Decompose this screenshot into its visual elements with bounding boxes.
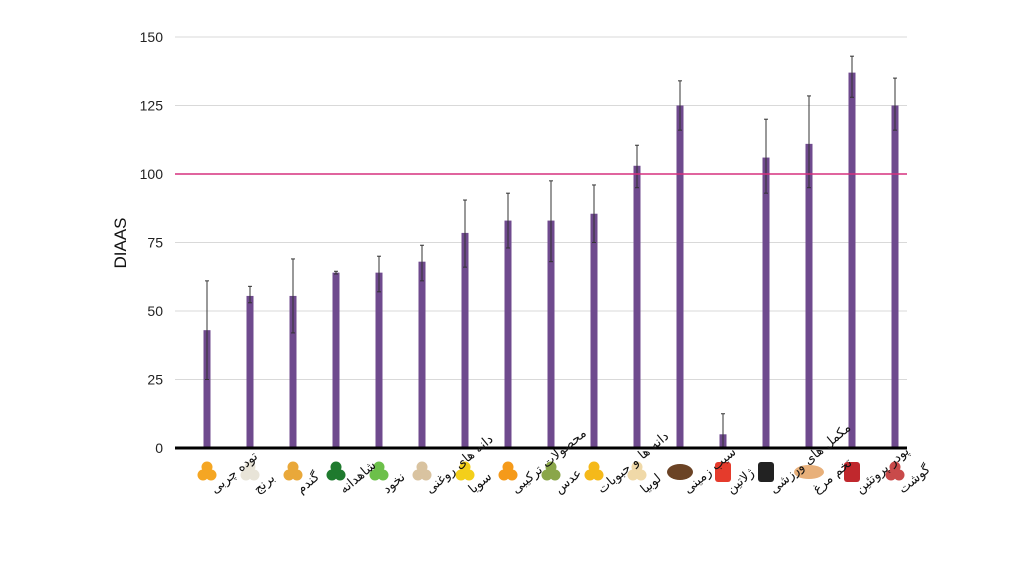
- chickpea-icon: [369, 461, 389, 481]
- bar: [246, 295, 254, 448]
- bar: [805, 143, 813, 449]
- icon-shape: [667, 464, 693, 480]
- y-tick-label: 125: [140, 98, 164, 114]
- category-icons: [197, 461, 905, 482]
- rice-icon: [240, 461, 260, 481]
- hemp-icon: [326, 461, 346, 481]
- bars: [203, 55, 899, 449]
- bean-icon: [627, 461, 647, 481]
- supplement-icon: [758, 462, 774, 482]
- mixed-products-icon: [498, 461, 518, 481]
- gelatin-icon: [715, 462, 731, 482]
- icon-shape: [631, 461, 643, 473]
- bar: [891, 105, 899, 448]
- y-tick-label: 25: [147, 372, 163, 388]
- bar: [375, 272, 383, 448]
- wheat-icon: [283, 461, 303, 481]
- protein-powder-icon: [844, 462, 860, 482]
- icon-shape: [758, 462, 774, 482]
- icon-shape: [330, 461, 342, 473]
- bar: [203, 330, 211, 448]
- icon-shape: [459, 461, 471, 473]
- bar: [289, 295, 297, 448]
- lentil-icon: [541, 461, 561, 481]
- icon-shape: [287, 461, 299, 473]
- legumes-icon: [584, 461, 604, 481]
- icon-shape: [715, 462, 731, 482]
- icon-shape: [889, 461, 901, 473]
- bar: [461, 232, 469, 448]
- y-tick-label: 50: [147, 303, 163, 319]
- y-axis-label: DIAAS: [111, 217, 130, 268]
- icon-shape: [502, 461, 514, 473]
- icon-shape: [201, 461, 213, 473]
- icon-shape: [244, 461, 256, 473]
- bar: [547, 220, 555, 448]
- corn-icon: [197, 461, 217, 481]
- seeds-icon: [412, 461, 432, 481]
- bar: [418, 261, 426, 448]
- potato-icon: [667, 464, 693, 480]
- bar: [590, 213, 598, 448]
- icon-shape: [844, 462, 860, 482]
- soy-flower-icon: [455, 461, 475, 481]
- meat-icon: [885, 461, 905, 481]
- bar: [762, 157, 770, 448]
- egg-icon: [794, 465, 824, 479]
- icon-shape: [416, 461, 428, 473]
- icon-shape: [373, 461, 385, 473]
- y-tick-label: 100: [140, 166, 164, 182]
- y-tick-label: 0: [155, 440, 163, 456]
- bar: [848, 72, 856, 449]
- y-axis-ticks: 0 25 50 75 100 125 150: [140, 29, 164, 456]
- bar: [504, 220, 512, 448]
- bar: [332, 272, 340, 448]
- icon-shape: [588, 461, 600, 473]
- bar: [633, 165, 641, 448]
- icon-shape: [794, 465, 824, 479]
- y-tick-label: 75: [147, 235, 163, 251]
- grid-lines: [175, 36, 907, 380]
- bar: [676, 105, 684, 448]
- y-tick-label: 150: [140, 29, 164, 45]
- icon-shape: [545, 461, 557, 473]
